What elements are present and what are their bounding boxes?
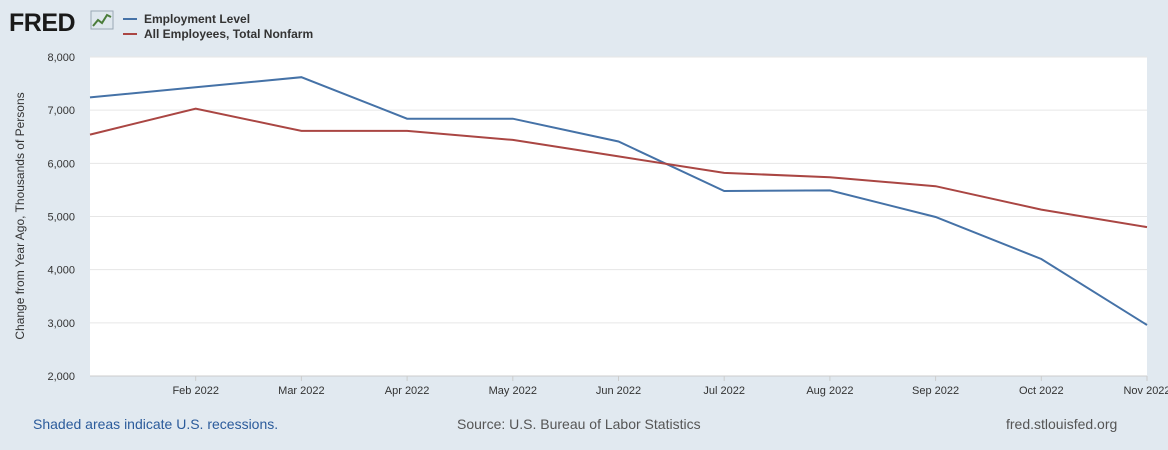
site-url: fred.stlouisfed.org [1006,416,1118,432]
gridlines [90,56,1147,324]
x-tick-label: Oct 2022 [1019,385,1064,397]
fred-chart: FRED Employment Level All Employees, Tot… [9,9,1168,397]
fred-logo-chart-icon [90,10,114,30]
series-line-total-nonfarm [89,107,1148,229]
y-tick-label: 3,000 [47,318,75,330]
x-tick-label: Sep 2022 [912,385,959,397]
legend: Employment Level All Employees, Total No… [123,12,313,41]
legend-label-total-nonfarm: All Employees, Total Nonfarm [144,27,313,41]
y-axis-ticks: 2,000 3,000 4,000 5,000 6,000 7,000 8,000 [47,52,75,383]
y-tick-label: 6,000 [47,158,75,170]
legend-label-employment-level: Employment Level [144,12,250,26]
x-axis-ticks: Feb 2022 Mar 2022 Apr 2022 May 2022 Jun 2022… [172,376,1168,397]
y-tick-label: 8,000 [47,52,75,64]
x-tick-label: Mar 2022 [278,385,324,397]
recession-note: Shaded areas indicate U.S. recessions. [33,416,279,432]
y-tick-label: 2,000 [47,371,75,383]
fred-logo-text: FRED [9,9,75,37]
x-tick-label: Apr 2022 [385,385,430,397]
y-tick-label: 5,000 [47,212,75,224]
x-tick-label: May 2022 [489,385,537,397]
x-tick-label: Aug 2022 [806,385,853,397]
x-tick-label: Nov 2022 [1123,385,1168,397]
x-tick-label: Feb 2022 [172,385,218,397]
source-note: Source: U.S. Bureau of Labor Statistics [457,416,701,432]
series-line-employment-level [89,76,1148,326]
y-tick-label: 7,000 [47,105,75,117]
y-tick-label: 4,000 [47,265,75,277]
y-axis-label: Change from Year Ago, Thousands of Perso… [13,92,27,339]
x-tick-label: Jul 2022 [703,385,745,397]
x-tick-label: Jun 2022 [596,385,641,397]
